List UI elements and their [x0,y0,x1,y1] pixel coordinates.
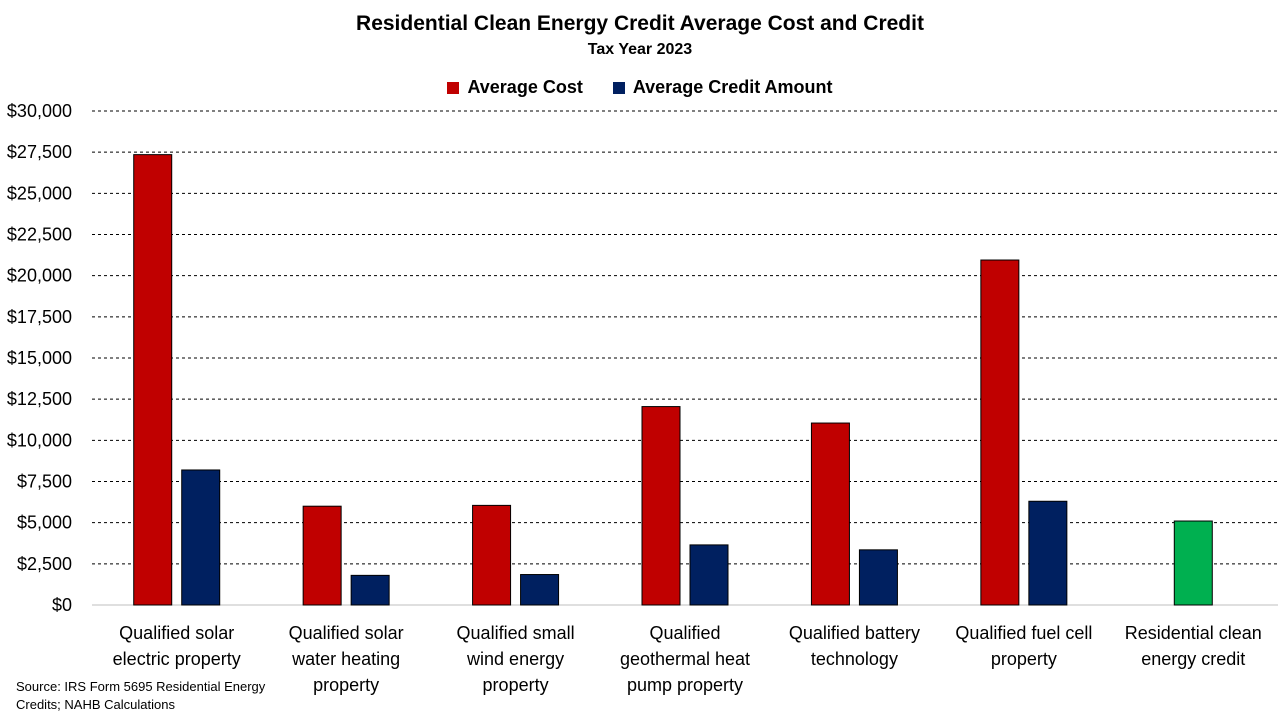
bar [689,544,729,606]
bar [641,406,681,606]
bar [1173,520,1213,606]
category-label: Qualified [649,623,720,643]
y-tick-label: $17,500 [7,307,72,327]
bar [810,422,850,606]
y-tick-label: $27,500 [7,142,72,162]
category-label: Residential clean [1125,623,1262,643]
chart-title: Residential Clean Energy Credit Average … [356,12,924,35]
chart-subtitle: Tax Year 2023 [587,41,693,58]
y-tick-label: $30,000 [7,101,72,121]
bar [858,549,898,606]
legend-item-average-credit: Average Credit Amount [612,77,833,98]
bar [181,469,221,606]
source-note: Source: IRS Form 5695 Residential Energy… [16,679,266,712]
y-tick-label: $5,000 [17,513,72,533]
legend-swatch-average-cost [447,81,460,94]
y-tick-label: $25,000 [7,183,72,203]
y-tick-label: $15,000 [7,348,72,368]
bar [520,574,560,606]
category-label: water heating [291,649,400,669]
category-label: pump property [627,675,743,695]
bar [472,504,512,606]
category-label: property [991,649,1057,669]
y-tick-label: $2,500 [17,554,72,574]
legend-label-average-cost: Average Cost [467,77,583,97]
category-label: energy credit [1141,649,1245,669]
y-tick-label: $20,000 [7,266,72,286]
legend-swatch-average-credit [612,81,625,94]
bar [980,259,1020,606]
y-tick-label: $0 [52,595,72,615]
category-label: property [313,675,379,695]
category-label: Qualified solar [289,623,404,643]
y-tick-label: $22,500 [7,225,72,245]
y-tick-label: $7,500 [17,472,72,492]
category-label: geothermal heat [620,649,750,669]
bar [1028,500,1068,606]
category-label: Qualified solar [119,623,234,643]
bar [350,574,390,606]
category-label: Qualified battery [789,623,920,643]
bar [133,154,173,606]
y-tick-label: $12,500 [7,389,72,409]
category-label: technology [811,649,898,669]
legend: Average Cost Average Credit Amount [0,77,1280,98]
legend-item-average-cost: Average Cost [447,77,583,98]
category-label: Qualified fuel cell [955,623,1092,643]
category-label: property [483,675,549,695]
category-label: electric property [113,649,241,669]
bar [302,505,342,606]
legend-label-average-credit: Average Credit Amount [632,77,833,97]
y-tick-label: $10,000 [7,430,72,450]
category-label: Qualified small [457,623,575,643]
category-label: wind energy [466,649,564,669]
